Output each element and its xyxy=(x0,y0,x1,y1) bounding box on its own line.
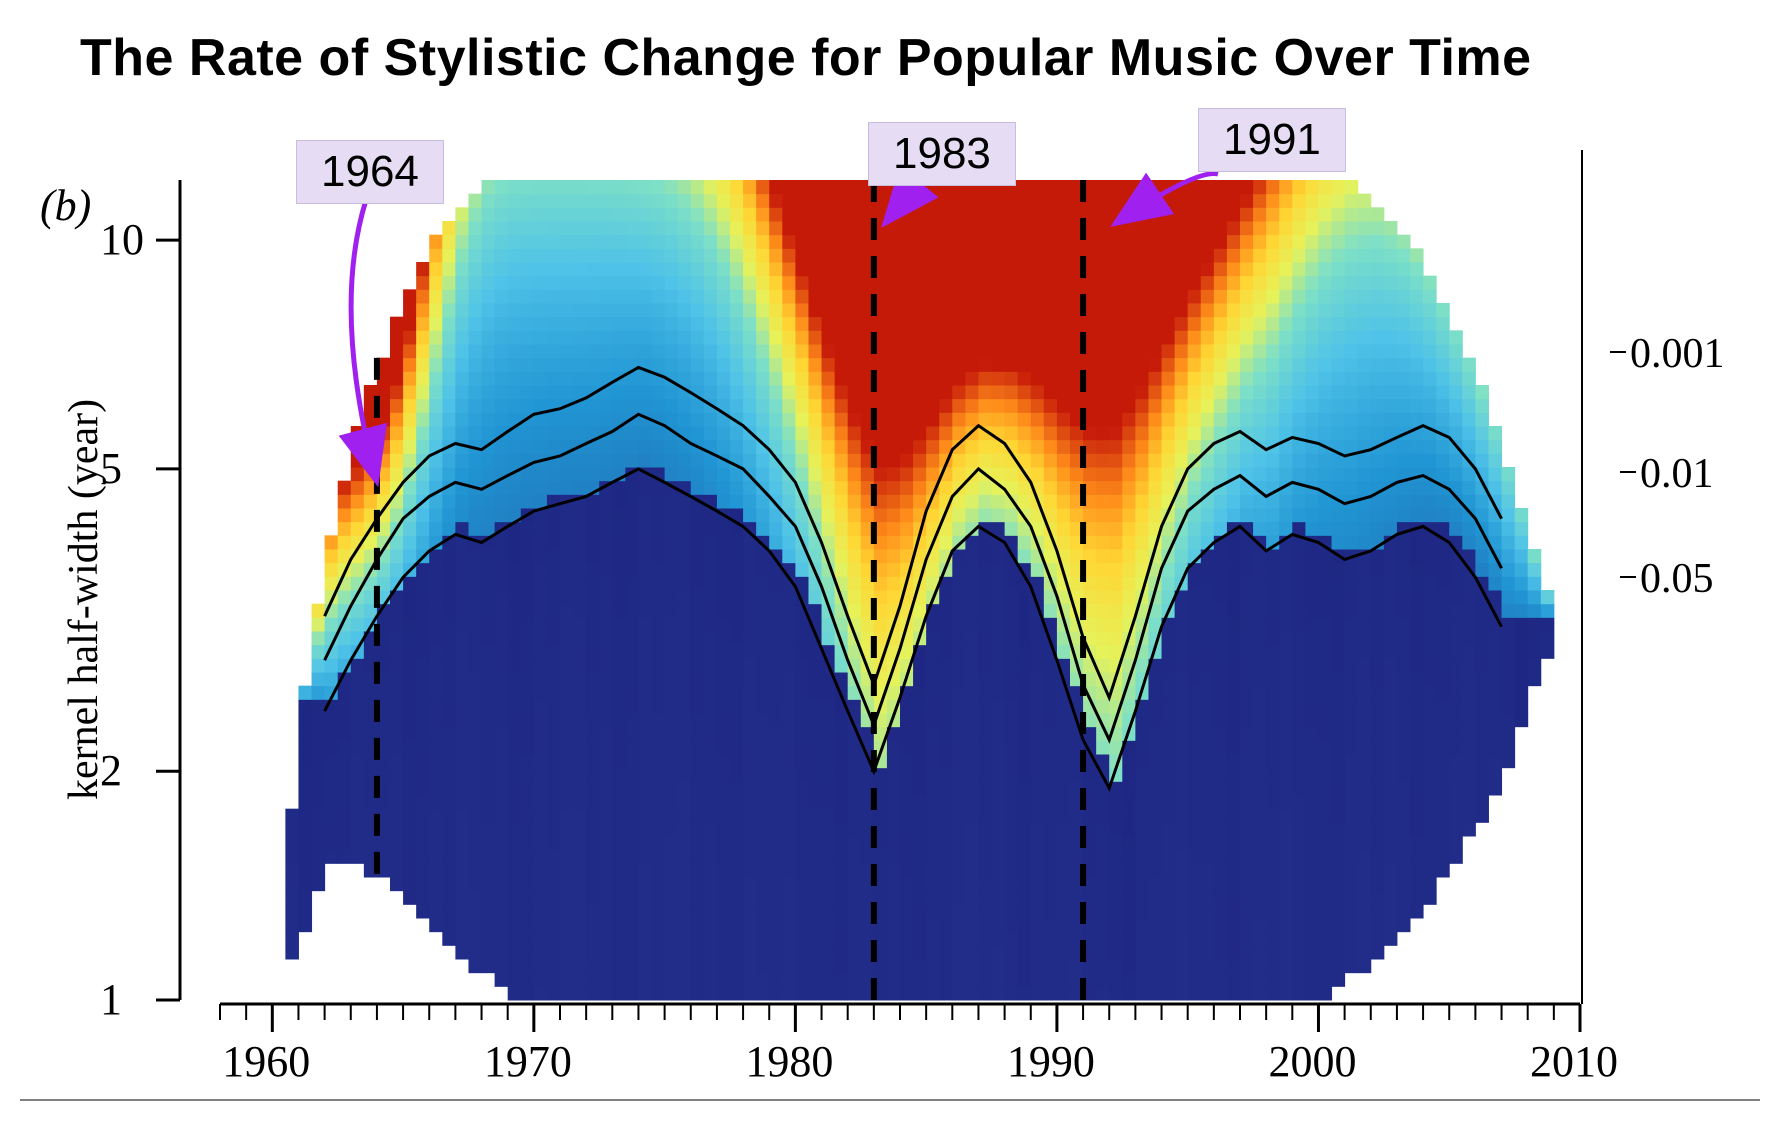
heatmap-cells xyxy=(285,180,1554,1001)
contour-label-0001: 0.001 xyxy=(1630,330,1725,378)
callout-1964: 1964 xyxy=(296,140,444,204)
x-tick-label: 1990 xyxy=(1007,1036,1095,1087)
callout-label: 1991 xyxy=(1223,115,1321,164)
x-tick-label: 2000 xyxy=(1268,1036,1356,1087)
callout-label: 1983 xyxy=(893,129,991,178)
y-tick-label: 2 xyxy=(100,745,122,796)
page-root: The Rate of Stylistic Change for Popular… xyxy=(0,0,1774,1148)
y-tick-label: 5 xyxy=(100,443,122,494)
callout-1991: 1991 xyxy=(1198,108,1346,172)
callout-label: 1964 xyxy=(321,147,419,196)
x-tick-label: 2010 xyxy=(1530,1036,1618,1087)
contour-label-005: 0.05 xyxy=(1640,555,1714,603)
y-tick-label: 1 xyxy=(100,974,122,1025)
x-tick-label: 1980 xyxy=(745,1036,833,1087)
y-tick-label: 10 xyxy=(100,214,144,265)
contour-label-001: 0.01 xyxy=(1640,450,1714,498)
x-tick-label: 1970 xyxy=(484,1036,572,1087)
x-tick-label: 1960 xyxy=(222,1036,310,1087)
callout-1983: 1983 xyxy=(868,122,1016,186)
